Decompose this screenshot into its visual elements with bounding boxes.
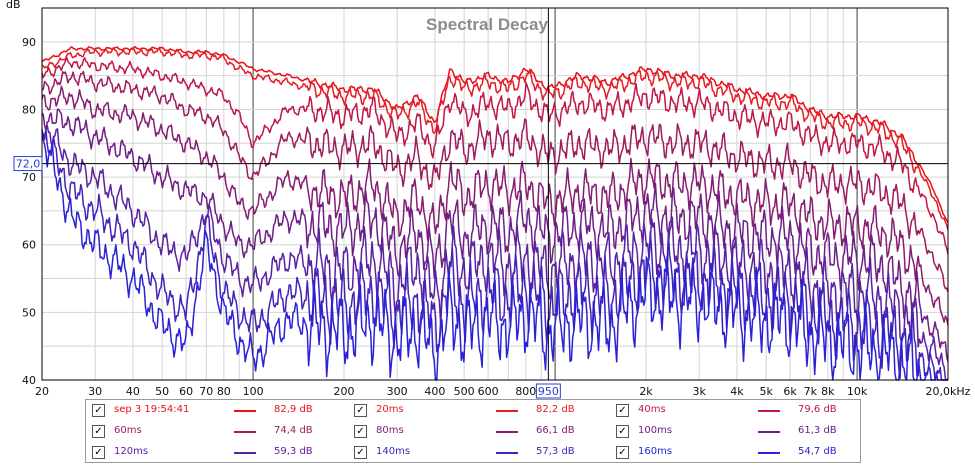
legend-series-name: 160ms (638, 446, 673, 457)
series-line-0 (41, 45, 949, 223)
y-tick-label: 70 (22, 171, 36, 184)
x-tick-label: 600 (478, 385, 499, 398)
legend-series-value: 54,7 dB (798, 446, 837, 457)
axes: 20 30 40 50 60 70 80 100 200 300 400 500 600 800 2k 3k 4… (22, 7, 971, 398)
x-tick-label: 400 (424, 385, 445, 398)
legend-checkbox[interactable]: ✓ (616, 404, 629, 417)
x-tick-label: 300 (387, 385, 408, 398)
legend-item: ✓ 120ms 59,3 dB (86, 442, 348, 463)
x-tick-label: 500 (454, 385, 475, 398)
legend-series-name: 60ms (114, 425, 142, 436)
legend-swatch (496, 410, 518, 412)
legend-series-name: 140ms (376, 446, 411, 457)
legend-checkbox[interactable]: ✓ (92, 446, 105, 459)
legend-item: ✓ 40ms 79,6 dB (610, 400, 872, 421)
series-line-4 (41, 85, 949, 326)
series-line-2 (41, 56, 949, 255)
legend-swatch (496, 452, 518, 454)
x-tick-label: 3k (692, 385, 706, 398)
legend-series-value: 74,4 dB (274, 425, 313, 436)
x-tick-label: 200 (334, 385, 355, 398)
x-tick-label: 20 (35, 385, 49, 398)
x-tick-label: 70 (199, 385, 213, 398)
x-tick-label: 4k (730, 385, 744, 398)
cursor-x-label-box (535, 383, 561, 399)
legend-checkbox[interactable]: ✓ (354, 425, 367, 438)
legend-series-name: 120ms (114, 446, 149, 457)
series-line-8 (41, 129, 948, 381)
legend-checkbox[interactable]: ✓ (354, 404, 367, 417)
chart-title: Spectral Decay (426, 15, 548, 34)
y-tick-label: 80 (22, 103, 36, 116)
legend-swatch (758, 410, 780, 412)
legend-item: ✓ 100ms 61,3 dB (610, 421, 872, 442)
legend-checkbox[interactable]: ✓ (92, 425, 105, 438)
y-tick-label: 60 (22, 239, 36, 252)
x-tick-label: 20,0kHz (926, 385, 971, 398)
x-tick-label: 80 (217, 385, 231, 398)
legend-swatch (234, 431, 256, 433)
x-tick-label: 60 (179, 385, 193, 398)
x-tick-label: 7k (804, 385, 818, 398)
legend-item: ✓ 60ms 74,4 dB (86, 421, 348, 442)
legend-swatch (496, 431, 518, 433)
legend-row: ✓ sep 3 19:54:41 82,9 dB ✓ 20ms 82,2 dB ✓ 40ms 7… (86, 400, 860, 421)
legend-series-name: 20ms (376, 404, 404, 415)
legend-swatch (758, 452, 780, 454)
x-tick-label: 50 (155, 385, 169, 398)
x-tick-label: 100 (243, 385, 264, 398)
legend-swatch (234, 452, 256, 454)
legend-swatch (234, 410, 256, 412)
cursor-y-label: 72,0 (16, 158, 41, 171)
x-tick-label: 40 (126, 385, 140, 398)
legend-series-value: 66,1 dB (536, 425, 575, 436)
x-tick-label: 30 (88, 385, 102, 398)
legend-row: ✓ 120ms 59,3 dB ✓ 140ms 57,3 dB ✓ 160ms 54,7 dB (86, 442, 860, 463)
legend-item: ✓ sep 3 19:54:41 82,9 dB (86, 400, 348, 421)
cursor-crosshair[interactable]: 72,0 950 (13, 8, 948, 399)
y-axis-unit-label: dB (6, 0, 21, 11)
plot-frame (41, 7, 949, 381)
legend-series-value: 79,6 dB (798, 404, 837, 415)
x-tick-label: 800 (515, 385, 536, 398)
x-tick-label: 6k (783, 385, 797, 398)
legend-checkbox[interactable]: ✓ (92, 404, 105, 417)
legend-series-value: 82,2 dB (536, 404, 575, 415)
legend-item: ✓ 20ms 82,2 dB (348, 400, 610, 421)
series-line-3 (41, 70, 949, 293)
legend-series-name: sep 3 19:54:41 (114, 404, 190, 415)
legend-item: ✓ 140ms 57,3 dB (348, 442, 610, 463)
legend-series-value: 61,3 dB (798, 425, 837, 436)
legend-series-value: 82,9 dB (274, 404, 313, 415)
legend-series-value: 59,3 dB (274, 446, 313, 457)
legend-series-name: 40ms (638, 404, 666, 415)
legend-checkbox[interactable]: ✓ (616, 446, 629, 459)
legend-item: ✓ 80ms 66,1 dB (348, 421, 610, 442)
x-tick-label: 8k (821, 385, 835, 398)
cursor-y-label-box (13, 156, 43, 172)
legend-item: ✓ 160ms 54,7 dB (610, 442, 872, 463)
legend-checkbox[interactable]: ✓ (354, 446, 367, 459)
x-tick-label: 5k (759, 385, 773, 398)
grid-lines (41, 7, 949, 381)
series-line-1 (41, 47, 949, 230)
series-layer (41, 45, 949, 381)
y-tick-label: 40 (22, 374, 36, 387)
legend-series-name: 80ms (376, 425, 404, 436)
y-tick-label: 90 (22, 36, 36, 49)
legend-row: ✓ 60ms 74,4 dB ✓ 80ms 66,1 dB ✓ 100ms 61,3 dB (86, 421, 860, 442)
x-tick-label: 10k (847, 385, 868, 398)
legend-panel: ✓ sep 3 19:54:41 82,9 dB ✓ 20ms 82,2 dB ✓ 40ms 7… (85, 399, 861, 463)
y-tick-label: 50 (22, 306, 36, 319)
spectral-decay-chart: 20 30 40 50 60 70 80 100 200 300 400 500 600 800 2k 3k 4… (6, 0, 971, 399)
cursor-x-label: 950 (538, 385, 559, 398)
legend-swatch (758, 431, 780, 433)
legend-series-name: 100ms (638, 425, 673, 436)
series-line-5 (41, 108, 949, 362)
x-tick-label: 2k (639, 385, 653, 398)
legend-checkbox[interactable]: ✓ (616, 425, 629, 438)
legend-series-value: 57,3 dB (536, 446, 575, 457)
series-line-6 (41, 124, 948, 381)
series-line-7 (41, 129, 949, 381)
